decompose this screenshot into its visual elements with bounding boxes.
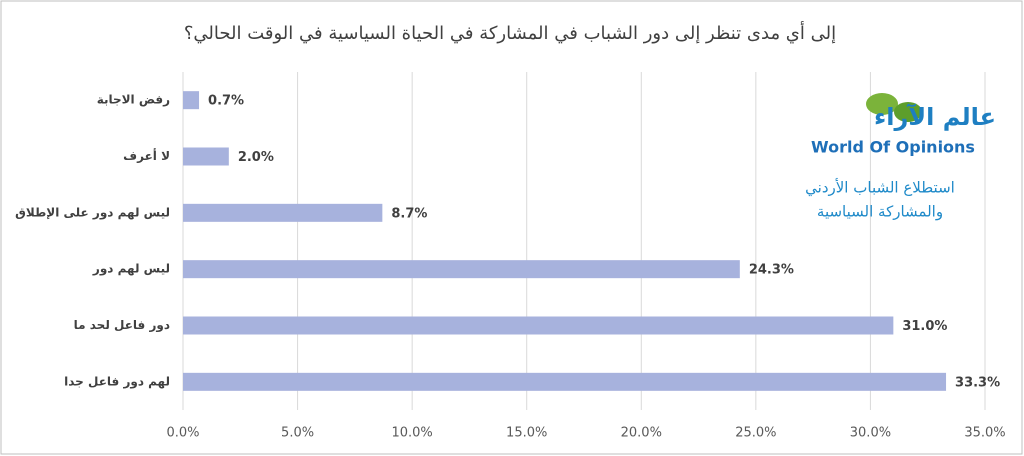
bar — [183, 203, 383, 222]
x-tick-label: 0.0% — [166, 426, 199, 441]
logo-subtitle: World Of Opinions — [811, 138, 975, 157]
logo: عالم الآراء World Of Opinions استطلاع ال… — [805, 93, 996, 221]
value-label: 2.0% — [238, 150, 274, 165]
survey-name: والمشاركة السياسية — [817, 203, 943, 221]
value-label: 0.7% — [208, 94, 244, 109]
x-tick-label: 35.0% — [964, 426, 1005, 441]
bar — [183, 372, 947, 391]
value-label: 31.0% — [902, 319, 947, 334]
chart-title: إلى أي مدى تنظر إلى دور الشباب في المشار… — [184, 21, 836, 44]
x-tick-label: 5.0% — [281, 426, 314, 441]
survey-name: استطلاع الشباب الأردني — [805, 178, 955, 198]
x-tick-label: 30.0% — [850, 426, 891, 441]
x-tick-label: 10.0% — [391, 426, 432, 441]
y-tick-label: لا أعرف — [123, 148, 170, 163]
y-tick-label: ليس لهم دور على الإطلاق — [15, 205, 170, 220]
y-tick-label: ليس لهم دور — [92, 262, 170, 277]
x-tick-label: 20.0% — [621, 426, 662, 441]
logo-name: عالم الآراء — [874, 103, 996, 131]
value-label: 33.3% — [955, 375, 1000, 390]
y-tick-label: لهم دور فاعل جدا — [64, 374, 170, 389]
x-tick-label: 15.0% — [506, 426, 547, 441]
logo-bubble — [866, 93, 898, 115]
x-tick-label: 25.0% — [735, 426, 776, 441]
logo-bubble — [894, 102, 922, 122]
bar — [183, 316, 894, 335]
bar — [183, 147, 229, 166]
bar — [183, 260, 740, 279]
bar — [183, 91, 200, 110]
value-label: 24.3% — [749, 263, 794, 278]
value-label: 8.7% — [391, 206, 427, 221]
y-tick-label: دور فاعل لحد ما — [74, 318, 170, 333]
y-tick-label: رفض الاجابة — [97, 93, 170, 107]
